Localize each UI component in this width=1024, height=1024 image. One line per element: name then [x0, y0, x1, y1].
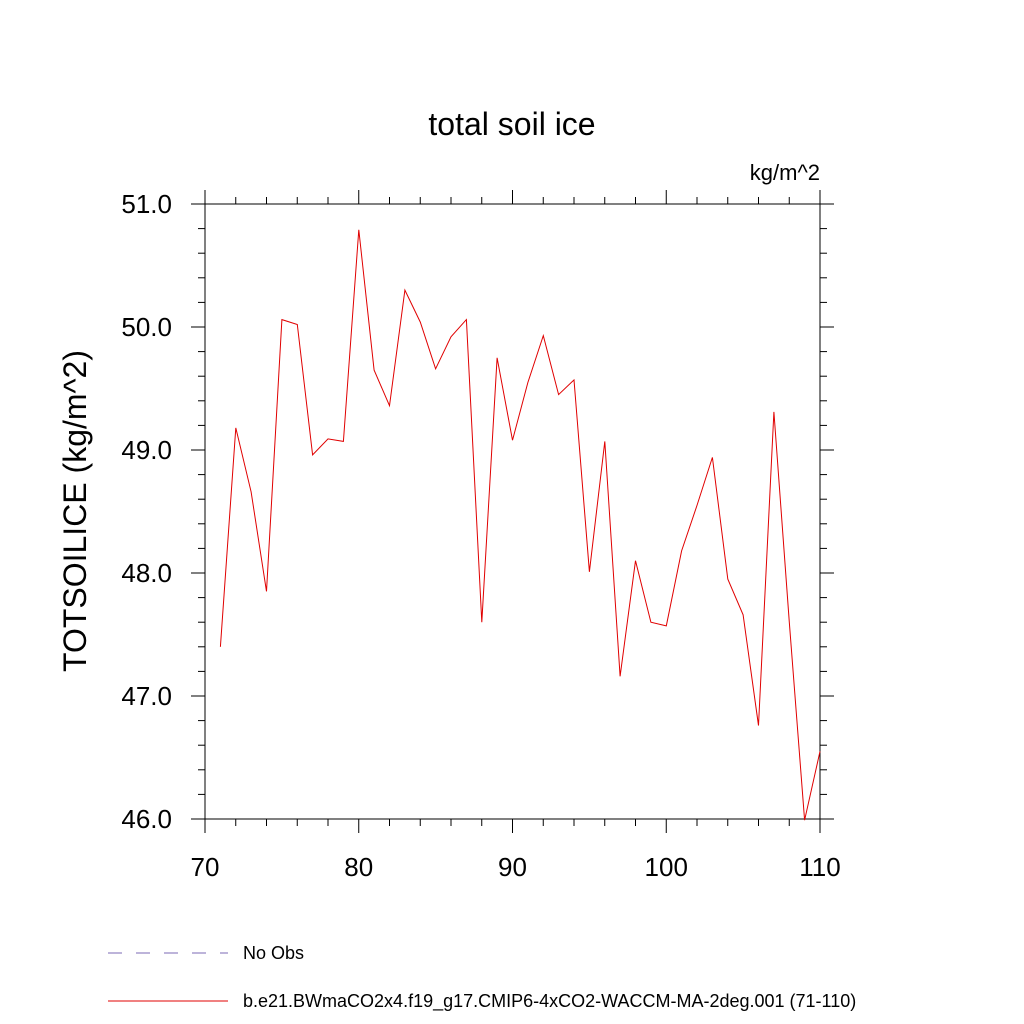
x-tick-label: 70 [191, 852, 220, 882]
legend: No Obs b.e21.BWmaCO2x4.f19_g17.CMIP6-4xC… [108, 943, 856, 1012]
y-tick-label: 47.0 [121, 681, 172, 711]
units-label: kg/m^2 [750, 160, 820, 185]
y-tick-label: 49.0 [121, 435, 172, 465]
y-tick-label: 46.0 [121, 804, 172, 834]
legend-label-model: b.e21.BWmaCO2x4.f19_g17.CMIP6-4xCO2-WACC… [243, 991, 856, 1012]
x-tick-label: 80 [344, 852, 373, 882]
x-tick-label: 100 [645, 852, 688, 882]
x-tick-label: 90 [498, 852, 527, 882]
y-axis-label: TOTSOILICE (kg/m^2) [57, 350, 93, 672]
series-layer [219, 229, 821, 821]
chart-title: total soil ice [428, 106, 595, 142]
x-tick-label: 110 [799, 852, 840, 882]
axes: 70 80 90 100 110 46.0 47.0 48.0 49.0 50.0 51.0 [121, 189, 840, 882]
plot-frame [204, 203, 821, 820]
legend-label-no-obs: No Obs [243, 943, 304, 963]
y-tick-label: 48.0 [121, 558, 172, 588]
y-tick-label: 50.0 [121, 312, 172, 342]
series-line-1 [219, 229, 821, 821]
y-tick-label: 51.0 [121, 189, 172, 219]
